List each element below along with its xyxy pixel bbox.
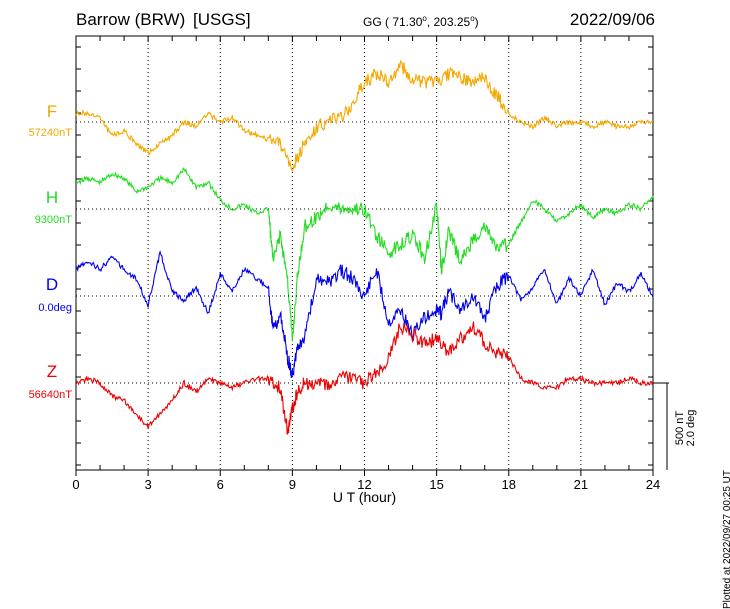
x-tick-label: 18 <box>502 477 516 492</box>
x-tick-label: 0 <box>72 477 79 492</box>
series-line-H <box>75 167 654 342</box>
scale-label-deg: 2.0 deg <box>685 410 697 447</box>
coordinates-label: GG ( 71.30o, 203.25o) <box>363 14 479 29</box>
baseline-value-H: 9300nT <box>35 214 73 226</box>
x-tick-label: 24 <box>646 477 660 492</box>
station-title: Barrow (BRW) <box>76 10 186 29</box>
magnetogram-chart: 0 3 6 9 12 15 18 21 24 U T (hour) F 57240nT H 9300nT D… <box>29 35 697 505</box>
x-tick-label: 21 <box>574 477 588 492</box>
x-axis-title: U T (hour) <box>333 489 396 505</box>
series-label-H: H <box>46 188 58 207</box>
x-tick-label: 9 <box>289 477 296 492</box>
scale-label-nT: 500 nT <box>674 411 686 446</box>
source-label: [USGS] <box>193 10 251 29</box>
series-label-Z: Z <box>47 362 57 381</box>
date-label: 2022/09/06 <box>569 10 655 29</box>
series-line-F <box>75 60 654 173</box>
series-label-D: D <box>46 275 58 294</box>
baseline-value-Z: 56640nT <box>29 389 73 401</box>
x-tick-label: 12 <box>357 477 371 492</box>
series-line-Z <box>75 321 654 435</box>
series-line-D <box>75 250 654 378</box>
series-label-F: F <box>47 102 57 121</box>
baseline-value-D: 0.0deg <box>38 302 72 314</box>
x-tick-label: 15 <box>429 477 443 492</box>
plotted-timestamp: Plotted at 2022/09/27 00:25 UT <box>722 470 730 609</box>
x-tick-label: 6 <box>217 477 224 492</box>
baseline-value-F: 57240nT <box>29 127 73 139</box>
x-tick-label: 3 <box>145 477 152 492</box>
